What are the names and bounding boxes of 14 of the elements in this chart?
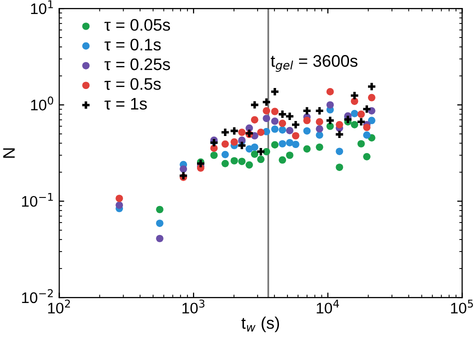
- y-tick-label: 10$^{0}$: [31, 96, 54, 110]
- x-tick-label: 10$^{4}$: [316, 300, 339, 314]
- legend-label: τ = 0.1s: [104, 38, 161, 50]
- x-axis-title: t$_{w}$ (s): [241, 316, 280, 332]
- legend-label: τ = 0.25s: [104, 58, 170, 70]
- legend-label: τ = 0.05s: [104, 18, 170, 31]
- x-tick-label: 10$^{3}$: [182, 300, 204, 314]
- x-tick-label: 10$^{5}$: [451, 300, 473, 314]
- ref-line-label: t$_{gel}$ = 3600s: [270, 55, 358, 72]
- y-axis-title: N: [3, 148, 15, 158]
- legend-label: τ = 1s: [104, 98, 147, 110]
- y-tick-label: 10$^{−1}$: [22, 192, 53, 207]
- legend-label: τ = 0.5s: [104, 78, 161, 90]
- y-tick-label: 10$^{1}$: [31, 0, 53, 14]
